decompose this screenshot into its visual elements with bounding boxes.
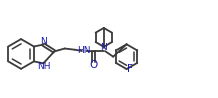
Text: N: N	[40, 37, 47, 46]
Text: F: F	[127, 64, 133, 74]
Text: N: N	[100, 43, 107, 52]
Text: O: O	[90, 60, 98, 70]
Text: NH: NH	[37, 62, 51, 71]
Text: HN: HN	[77, 46, 91, 55]
